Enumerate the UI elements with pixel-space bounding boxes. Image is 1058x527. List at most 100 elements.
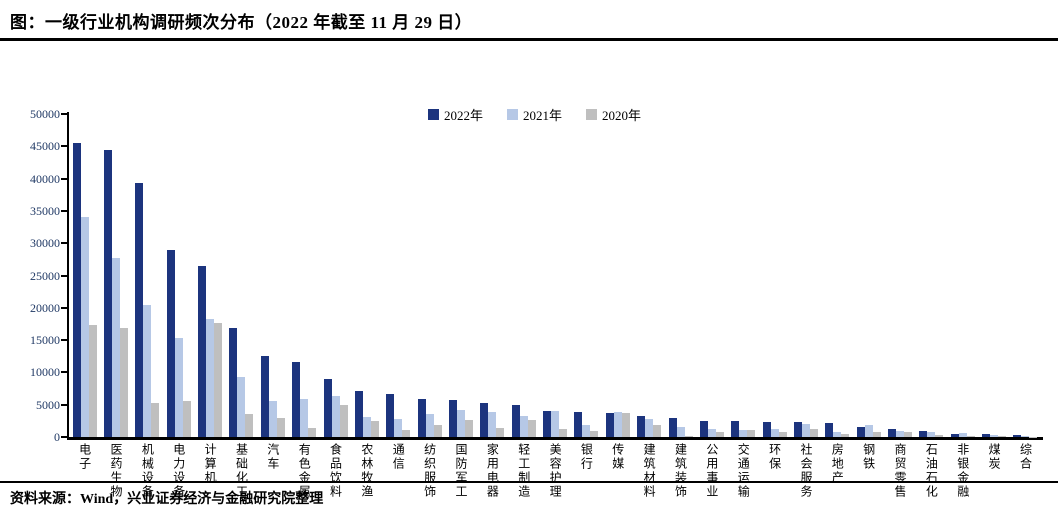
bar-2020 [528, 420, 536, 437]
bar-2022 [198, 266, 206, 437]
bar-2020 [841, 434, 849, 437]
bar-2020 [402, 430, 410, 437]
category-label-text: 汽车 [267, 443, 279, 471]
bar-group [790, 114, 821, 437]
bar-2022 [543, 411, 551, 437]
bar-group [289, 114, 320, 437]
y-tick-label: 25000 [0, 269, 60, 283]
category-label-text: 建筑材料 [643, 443, 655, 499]
bar-2022 [355, 391, 363, 438]
bar-2022 [919, 431, 927, 437]
bar-group [633, 114, 664, 437]
category-label: 通信 [383, 443, 414, 527]
bar-2021 [802, 424, 810, 437]
bar-group [539, 114, 570, 437]
category-label: 有色金属 [289, 443, 320, 527]
category-label-text: 环保 [769, 443, 781, 471]
bar-2022 [700, 421, 708, 437]
bar-2020 [308, 428, 316, 437]
bar-group [414, 114, 445, 437]
category-label: 轻工制造 [508, 443, 539, 527]
category-label-text: 公用事业 [706, 443, 718, 499]
bar-2021 [488, 412, 496, 437]
bar-2020 [779, 432, 787, 437]
category-label: 商贸零售 [884, 443, 915, 527]
category-label: 机械设备 [132, 443, 163, 527]
bar-2022 [574, 412, 582, 437]
bar-2020 [183, 401, 191, 437]
y-tick-label: 0 [0, 430, 60, 444]
bar-2021 [143, 305, 151, 437]
bar-2020 [747, 430, 755, 437]
bar-2021 [81, 217, 89, 437]
x-axis-line [67, 437, 1043, 440]
bar-2021 [206, 319, 214, 437]
bar-group [884, 114, 915, 437]
bar-group [602, 114, 633, 437]
category-label: 电力设备 [163, 443, 194, 527]
category-label-text: 计算机 [204, 443, 216, 485]
bar-2022 [229, 328, 237, 437]
bar-2022 [449, 400, 457, 437]
category-label-text: 美容护理 [549, 443, 561, 499]
category-label: 传媒 [602, 443, 633, 527]
bar-2022 [606, 413, 614, 437]
bar-group [226, 114, 257, 437]
category-label-text: 社会服务 [800, 443, 812, 499]
bar-2022 [982, 434, 990, 437]
bar-2021 [645, 419, 653, 437]
category-label: 纺织服饰 [414, 443, 445, 527]
bar-2022 [637, 416, 645, 437]
title-divider [0, 38, 1058, 41]
category-label-text: 煤炭 [988, 443, 1000, 471]
bar-2020 [214, 323, 222, 437]
bar-group [320, 114, 351, 437]
category-label-text: 非银金融 [957, 443, 969, 499]
bar-2020 [340, 405, 348, 437]
category-label: 医药生物 [100, 443, 131, 527]
bar-2021 [614, 412, 622, 437]
bar-2021 [112, 258, 120, 437]
bar-2021 [833, 432, 841, 437]
category-label: 家用电器 [477, 443, 508, 527]
bar-2022 [951, 434, 959, 437]
bar-2021 [708, 429, 716, 437]
bar-group [728, 114, 759, 437]
bar-group [759, 114, 790, 437]
category-label-text: 农林牧渔 [361, 443, 373, 499]
bar-group [696, 114, 727, 437]
bar-group [916, 114, 947, 437]
bar-2020 [151, 403, 159, 437]
bar-group [383, 114, 414, 437]
bar-2020 [465, 420, 473, 437]
category-label-text: 电子 [79, 443, 91, 471]
bar-2022 [324, 379, 332, 437]
category-label: 社会服务 [790, 443, 821, 527]
bar-2021 [426, 414, 434, 437]
category-label: 煤炭 [978, 443, 1009, 527]
category-label: 交通运输 [728, 443, 759, 527]
category-label: 美容护理 [539, 443, 570, 527]
bar-2021 [237, 377, 245, 437]
bar-2021 [363, 417, 371, 437]
bar-2021 [300, 399, 308, 437]
category-label-text: 综合 [1019, 443, 1031, 471]
bar-2022 [292, 362, 300, 437]
bar-2020 [904, 432, 912, 437]
y-tick-label: 20000 [0, 301, 60, 315]
bar-2022 [794, 422, 802, 437]
bar-2022 [73, 143, 81, 437]
bar-2020 [873, 432, 881, 437]
category-label-text: 建筑装饰 [675, 443, 687, 499]
category-label: 建筑装饰 [665, 443, 696, 527]
bar-group [508, 114, 539, 437]
category-label: 房地产 [822, 443, 853, 527]
bar-2020 [120, 328, 128, 437]
bar-group [351, 114, 382, 437]
bar-2021 [582, 425, 590, 437]
x-axis-category-labels: 电子医药生物机械设备电力设备计算机基础化工汽车有色金属食品饮料农林牧渔通信纺织服… [69, 443, 1041, 527]
bar-2020 [89, 325, 97, 437]
category-label: 石油石化 [916, 443, 947, 527]
bar-2022 [261, 356, 269, 437]
